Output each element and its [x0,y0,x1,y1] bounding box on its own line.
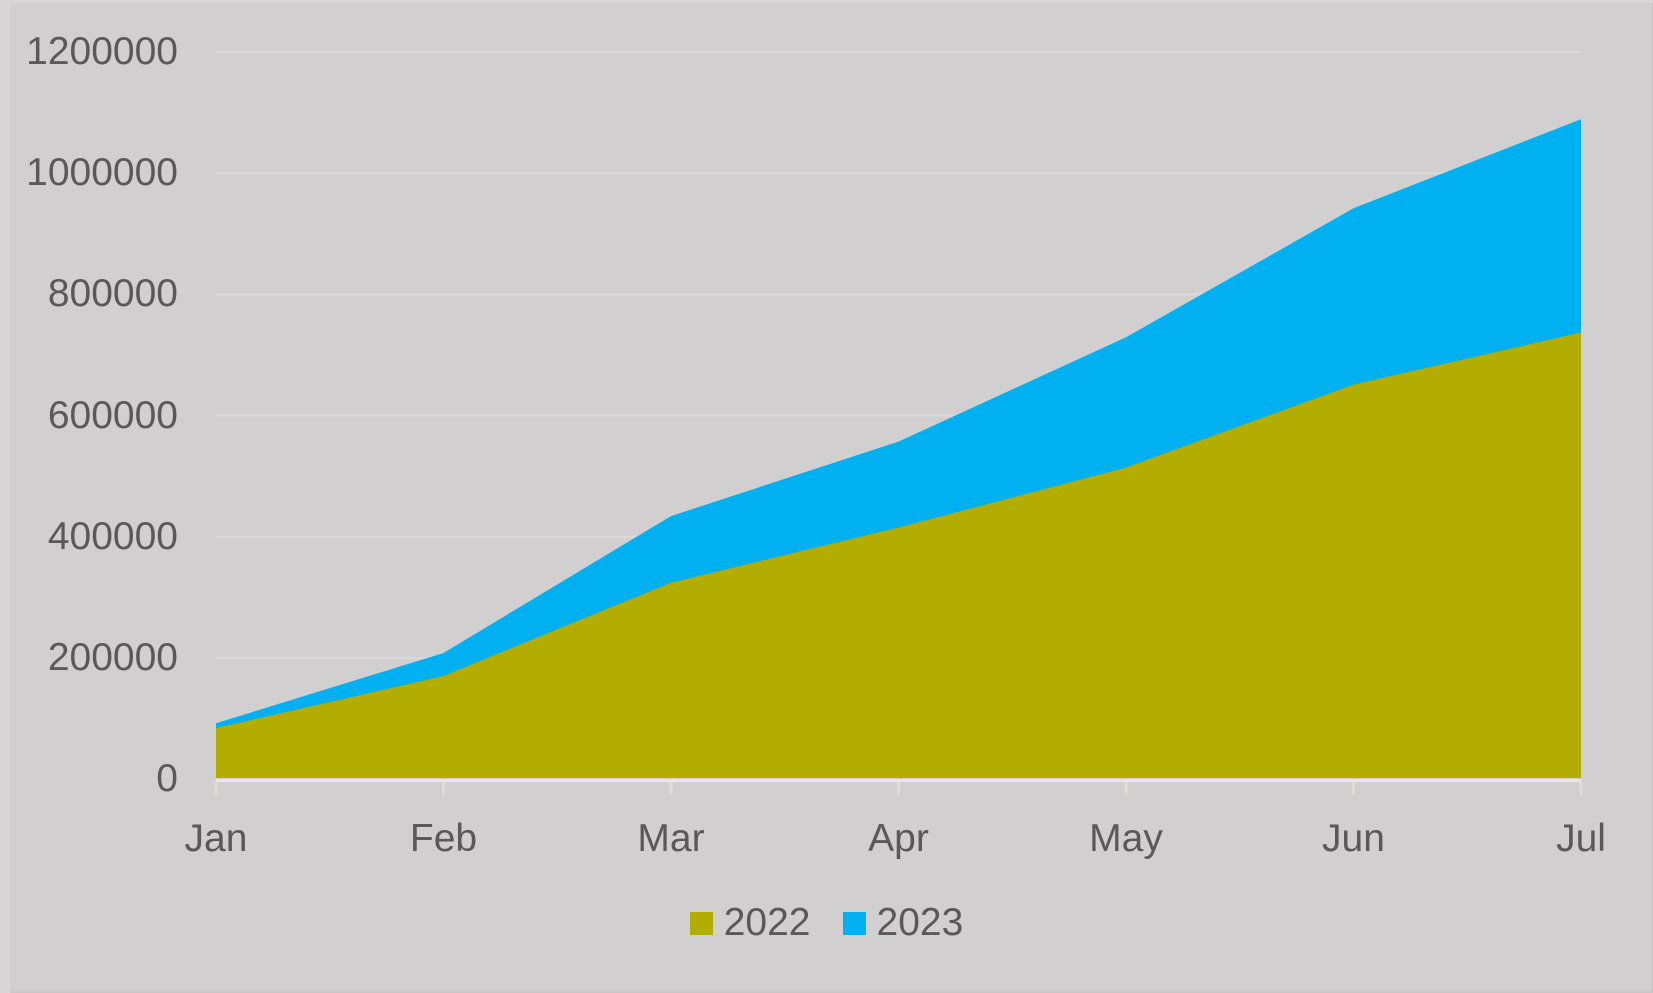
y-axis-tick-label: 200000 [47,635,178,679]
x-axis-category-label: Feb [409,817,478,860]
legend-swatch-icon [842,911,866,935]
legend-item: 2022 [689,901,811,945]
y-axis-tick-label: 400000 [47,514,178,558]
legend-label: 2022 [723,901,811,944]
legend-swatch-icon [689,911,713,935]
legend-label: 2023 [876,901,964,944]
legend: 2022 2023 [0,901,1653,945]
x-axis-tick [1579,782,1583,795]
x-axis-category-label: Jan [184,817,248,860]
x-axis-category-label: May [1089,817,1163,860]
x-axis-category-label: Apr [868,817,929,860]
x-axis-category-label: Jul [1556,817,1606,860]
y-axis-tick-label: 1000000 [26,151,178,195]
area-series-2022 [216,332,1581,778]
x-axis-tick [1124,782,1128,795]
x-axis-line [216,779,1581,782]
x-axis-category-label: Mar [637,817,705,860]
x-axis-category-label: Jun [1322,817,1385,860]
y-axis-tick-label: 1200000 [26,30,178,73]
x-axis-tick [897,782,900,795]
y-axis-tick-label: 0 [156,757,178,800]
x-axis-tick [214,782,218,795]
y-axis-tick-label: 600000 [47,393,178,437]
x-axis-tick [669,782,673,795]
x-axis-tick [442,782,445,795]
x-axis-tick [1352,782,1355,795]
y-axis-tick-label: 800000 [47,272,178,316]
legend-item: 2023 [842,901,964,945]
